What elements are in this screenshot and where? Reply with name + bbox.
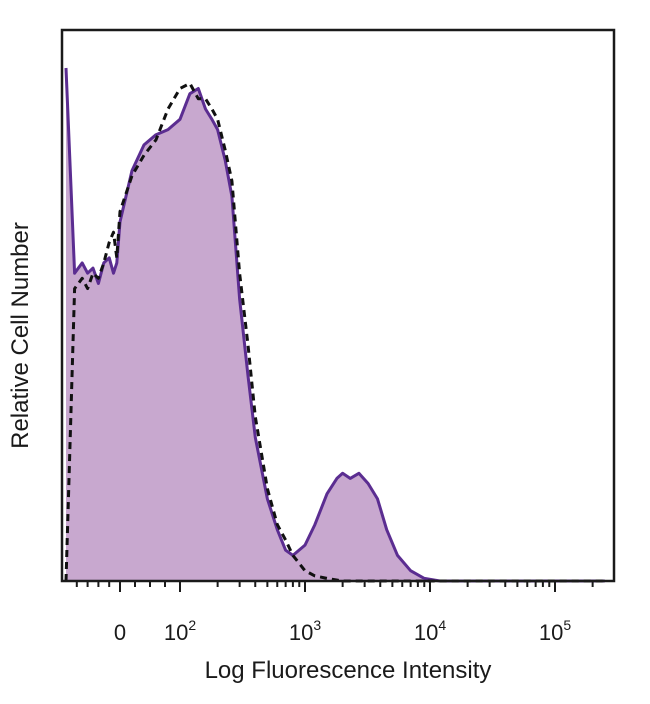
- y-axis-title: Relative Cell Number: [7, 222, 34, 449]
- x-axis-ticks: [75, 581, 594, 592]
- plot-area: [64, 67, 605, 583]
- plot-frame: [60, 28, 616, 583]
- x-axis-title: Log Fluorescence Intensity: [205, 657, 492, 684]
- x-tick-label: 102: [164, 617, 196, 645]
- x-tick-label: 105: [539, 617, 571, 645]
- x-tick-label: 103: [289, 617, 321, 645]
- sample-histogram-fill: [66, 68, 605, 581]
- control-histogram-dashed-line: [64, 81, 605, 583]
- x-tick-label: 104: [414, 617, 446, 645]
- sample-histogram-outline: [64, 67, 605, 583]
- x-axis-tick-labels: 0 102 103 104 105: [114, 617, 571, 645]
- x-tick-label: 0: [114, 620, 126, 645]
